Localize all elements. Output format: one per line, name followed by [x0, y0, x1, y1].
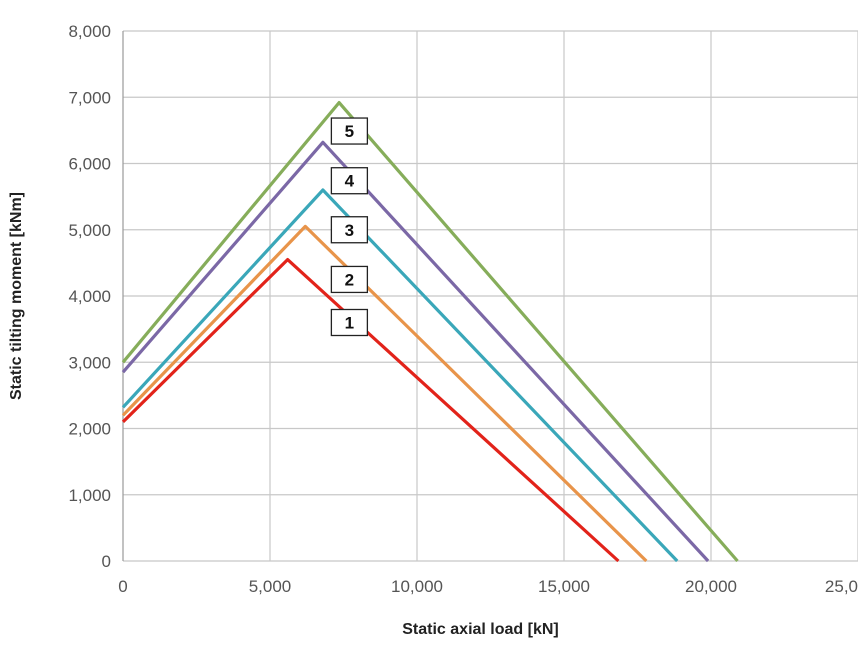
curve-label-5: 5	[330, 117, 369, 145]
curve-label-box	[330, 167, 369, 195]
x-tick-label: 15,000	[538, 577, 590, 596]
series-line-3	[121, 188, 679, 563]
y-tick-label: 5,000	[68, 221, 111, 240]
y-tick-label: 0	[102, 552, 111, 571]
curve-label-box	[330, 308, 369, 337]
y-axis-title: Static tilting moment [kNm]	[8, 192, 25, 400]
curve-label-text: 1	[345, 314, 354, 333]
series-line-2	[121, 224, 648, 563]
x-tick-label: 0	[118, 577, 127, 596]
curve-label-text: 2	[345, 270, 354, 289]
y-tick-label: 6,000	[68, 155, 111, 174]
y-tick-label: 7,000	[68, 88, 111, 107]
series-line-4	[121, 140, 710, 563]
grid-lines	[122, 30, 858, 562]
tick-labels: 0 1,000 2,000 3,000 4,000 5,000 6,000 7,000 8,00…	[68, 22, 858, 596]
x-tick-label: 5,000	[249, 577, 292, 596]
series-lines	[121, 100, 739, 563]
curve-label-2: 2	[330, 265, 369, 294]
series-line-1	[121, 258, 620, 563]
curve-label-3: 3	[330, 216, 369, 244]
curve-label-text: 5	[345, 122, 354, 141]
x-tick-label: 20,000	[685, 577, 737, 596]
y-tick-label: 8,000	[68, 22, 111, 41]
y-tick-label: 4,000	[68, 287, 111, 306]
curve-label-box	[330, 265, 369, 294]
curve-label-text: 4	[345, 172, 355, 191]
y-tick-label: 2,000	[68, 420, 111, 439]
curve-labels: 1 2 3 4 5	[330, 117, 369, 337]
x-axis-title: Static axial load [kN]	[402, 621, 559, 638]
curve-label-text: 3	[345, 221, 354, 240]
x-tick-label: 10,000	[391, 577, 443, 596]
curve-label-box	[330, 216, 369, 244]
y-tick-label: 1,000	[68, 486, 111, 505]
y-tick-label: 3,000	[68, 353, 111, 372]
curve-label-box	[330, 117, 369, 145]
x-tick-label: 25,0	[825, 577, 858, 596]
series-line-5	[121, 100, 739, 563]
curve-label-4: 4	[330, 167, 369, 195]
curve-label-1: 1	[330, 308, 369, 337]
